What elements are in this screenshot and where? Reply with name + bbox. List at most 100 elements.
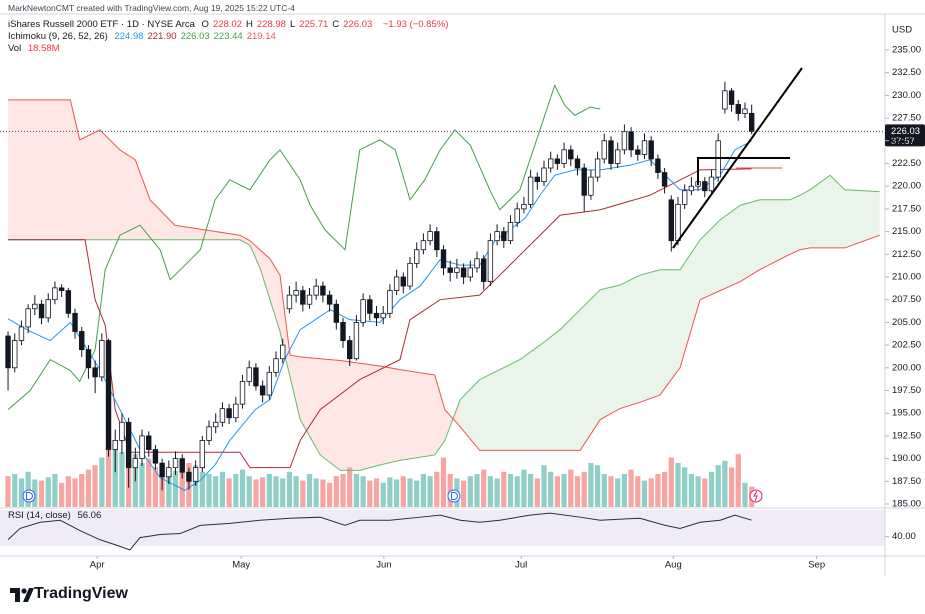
volume-bar <box>594 465 601 507</box>
candle-body <box>427 231 433 242</box>
cloud <box>830 175 845 248</box>
candle-body <box>18 326 25 341</box>
attribution: MarkNewtonCMT created with TradingView.c… <box>8 3 295 13</box>
volume-bar <box>735 454 741 507</box>
marker-glyph[interactable] <box>26 492 33 500</box>
y-tick-label: 205.00 <box>892 317 921 328</box>
marker-glyph[interactable] <box>753 490 758 502</box>
logo-shape[interactable] <box>10 588 20 602</box>
candle-body <box>326 294 333 305</box>
rsi-pane <box>7 512 752 551</box>
cloud <box>809 175 831 248</box>
ichimoku-value: 221.90 <box>147 31 177 42</box>
volume-bar <box>146 458 152 507</box>
cloud <box>560 309 581 451</box>
candle-body <box>266 371 273 396</box>
candle-body <box>628 131 634 151</box>
candle-body <box>494 231 500 242</box>
marker-glyph[interactable] <box>451 492 458 500</box>
cloud <box>740 199 760 282</box>
ohlc-key: O <box>201 19 209 30</box>
candle-body <box>467 267 474 278</box>
dividend-marker[interactable] <box>447 489 461 503</box>
ohlc-key: H <box>246 19 253 30</box>
cloud <box>844 189 880 248</box>
candle-body <box>581 167 587 196</box>
volume-bar <box>38 480 45 507</box>
cloud <box>290 355 301 420</box>
cloud <box>379 365 400 465</box>
ichimoku-name: Ichimoku (9, 26, 52, 26) <box>8 31 108 42</box>
cloud <box>340 360 360 471</box>
ohlc: O 228.02 H 228.98 L 225.71 C 226.03 <box>202 19 377 30</box>
candle-body <box>306 294 313 305</box>
volume-bar <box>52 474 58 507</box>
logo-shape[interactable] <box>21 588 27 594</box>
volume-bar <box>561 474 567 507</box>
y-tick-label: 190.00 <box>892 453 921 464</box>
candle-body <box>360 299 366 323</box>
volume-bar <box>152 467 159 507</box>
candle-body <box>373 312 380 319</box>
candle-body <box>233 403 239 419</box>
volume-bar <box>722 460 728 507</box>
candle-body <box>219 408 226 423</box>
candle-body <box>487 240 494 282</box>
volume-bar <box>574 476 581 507</box>
dividend-marker[interactable] <box>22 489 36 503</box>
candle-body <box>527 176 534 205</box>
volume-bar <box>179 468 185 507</box>
candle-body <box>239 381 246 405</box>
volume-bar <box>72 478 78 507</box>
volume-bar <box>487 476 494 507</box>
volume-bar <box>112 443 118 507</box>
event-marker[interactable] <box>749 489 763 503</box>
volume-bar <box>239 469 246 507</box>
candle-body <box>621 131 628 151</box>
volume-bar <box>420 474 427 507</box>
logo-shape[interactable] <box>23 588 34 602</box>
marker-circle[interactable] <box>447 489 461 503</box>
y-tick-label: 192.50 <box>892 430 921 441</box>
candle-body <box>414 249 420 264</box>
candle-body <box>300 290 306 305</box>
volume-bar <box>501 471 507 507</box>
volume-bar <box>387 477 393 507</box>
volume-bar <box>394 479 400 507</box>
volume-bar <box>541 465 547 507</box>
candle-body <box>507 222 514 242</box>
symbol: iShares Russell 2000 ETF · 1D · NYSE Arc… <box>8 19 195 30</box>
volume-bar <box>213 476 219 507</box>
candle-body <box>25 308 31 328</box>
candle-body <box>206 426 212 441</box>
volume-bar <box>467 476 473 507</box>
candle-body <box>199 440 206 469</box>
marker-circle[interactable] <box>22 489 36 503</box>
candle-body <box>735 104 741 114</box>
volume-bar <box>400 476 406 507</box>
brand-logo[interactable] <box>8 576 38 614</box>
y-tick-label: 187.50 <box>892 476 921 487</box>
candle-body <box>293 290 299 296</box>
ichimoku-value: 226.03 <box>180 31 210 42</box>
volume-bar <box>206 474 212 507</box>
y-tick-label: 212.50 <box>892 249 921 260</box>
volume-bar <box>474 474 480 507</box>
y-tick-label: 235.00 <box>892 44 921 55</box>
ohlc-value: 228.02 <box>212 19 242 30</box>
candle-body <box>58 287 65 292</box>
x-tick-label: Jun <box>376 560 391 571</box>
volume-bar <box>461 480 467 507</box>
candle-body <box>105 340 112 450</box>
brand-name[interactable]: TradingView <box>34 585 128 602</box>
cloud <box>174 225 240 240</box>
cloud <box>150 199 175 240</box>
volume-bar <box>226 478 232 507</box>
candle-body <box>393 276 400 292</box>
volume-bar <box>414 480 420 507</box>
volume-bar <box>527 474 534 507</box>
candle-body <box>112 440 118 450</box>
candle-body <box>353 321 360 360</box>
cloud <box>119 149 136 240</box>
